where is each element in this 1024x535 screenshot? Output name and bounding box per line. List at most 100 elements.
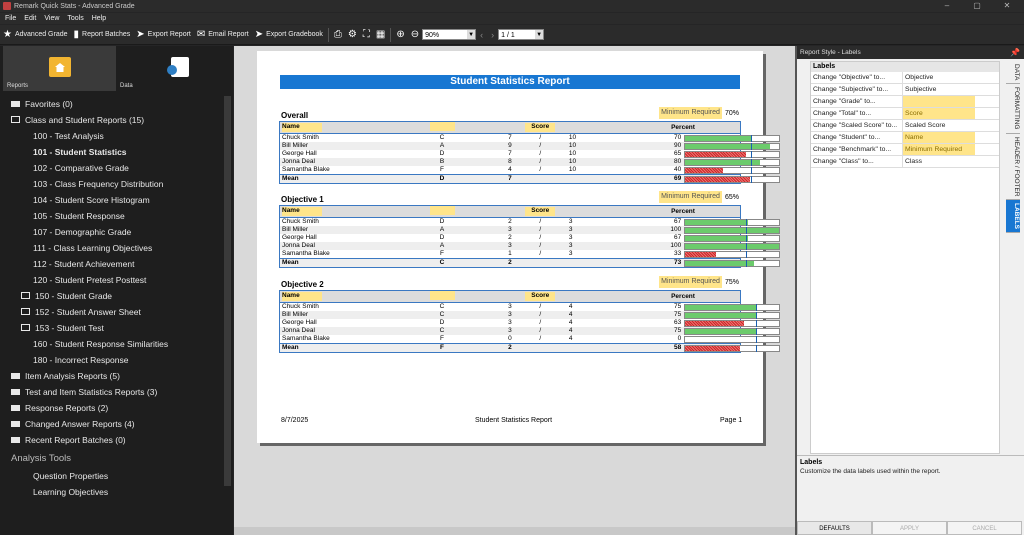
percent-bar-cell [683,319,781,327]
horizontal-scrollbar[interactable] [234,527,795,535]
label-value-field[interactable]: Subjective [905,86,937,93]
zoom-out-icon[interactable]: ⊖ [410,29,420,40]
panel-splitter[interactable] [795,46,797,535]
export-gradebook-button[interactable]: ➤ Export Gradebook [254,29,323,40]
tree-item[interactable]: Recent Report Batches (0) [3,432,223,448]
score-total: 4 [568,303,573,310]
minimum-required-label: Minimum Required [659,276,722,288]
tree-item[interactable]: Test and Item Statistics Reports (3) [3,384,223,400]
tree-item[interactable]: 120 - Student Pretest Posttest [3,272,223,288]
layout-grid-icon[interactable]: ▦ [375,29,386,40]
left-scrollbar[interactable] [224,96,231,486]
score-total [568,258,627,268]
previous-page-icon[interactable]: ‹ [480,29,484,40]
export-report-button[interactable]: ➤ Export Report [136,29,191,40]
left-panel: Reports Data Favorites (0) Class and Stud… [0,46,233,535]
tree-item[interactable]: 104 - Student Score Histogram [3,192,223,208]
label-value-field[interactable]: Scaled Score [905,122,946,129]
tree-item[interactable]: 180 - Incorrect Response [3,352,223,368]
label-value-field[interactable]: Class [905,158,922,165]
tab-labels[interactable]: LABELS [1006,200,1020,234]
tree-item[interactable]: 112 - Student Achievement [3,256,223,272]
tab-formatting[interactable]: FORMATTING [1006,84,1020,134]
grade-value: F [440,250,444,257]
table-row: Chuck Smith C 3 / 4 75 [280,303,781,312]
score-value: 2 [454,343,512,353]
percent-bar-cell [683,327,781,335]
student-name: Jonna Deal [279,327,430,335]
table-row: George Hall D 3 / 4 63 [280,319,781,327]
tree-item[interactable]: 107 - Demographic Grade [3,224,223,240]
report-section: Overall Minimum Required 70% Name Score Perce… [279,107,781,184]
table-row: Jonna Deal B 8/10 80 [279,158,781,166]
student-name: George Hall [282,319,317,326]
tree-item[interactable]: 152 - Student Answer Sheet [3,304,223,320]
page-select[interactable]: 1 / 1 ▼ [498,29,545,40]
tree-item[interactable]: Item Analysis Reports (5) [3,368,223,384]
tab-data[interactable]: DATA [1006,61,1020,85]
percent-bar-cell [683,174,781,184]
tree-item[interactable]: Class and Student Reports (15) [3,112,223,128]
defaults-button[interactable]: DEFAULTS [797,521,872,535]
reports-tab[interactable]: Reports [3,46,116,91]
zoom-in-icon[interactable]: ⊕ [396,29,405,40]
minimum-required-marker [755,335,757,343]
report-style-panel: Report Style - Labels 📌 Labels Change "Ob… [797,46,1024,535]
next-page-icon[interactable]: › [491,29,495,40]
student-name: Samantha Blake [282,166,330,173]
tree-item[interactable]: Changed Answer Reports (4) [3,416,223,432]
tree-item[interactable]: 153 - Student Test [3,320,223,336]
tree-item[interactable]: 102 - Comparative Grade [3,160,223,176]
tree-item[interactable]: 100 - Test Analysis [3,128,223,144]
score-value: 9 [454,142,512,150]
settings-gear-icon[interactable]: ⚙ [347,29,357,40]
data-tab[interactable]: Data [116,46,229,91]
tab-header-footer[interactable]: HEADER / FOOTER [1006,134,1020,201]
tree-item[interactable]: Learning Objectives [3,484,223,500]
label-value-field[interactable] [903,96,975,107]
tree-item-label: 111 - Class Learning Objectives [33,243,153,253]
label-key: Change "Student" to... [811,132,903,143]
email-report-button[interactable]: ✉ Email Report [196,29,249,40]
tree-item[interactable]: 103 - Class Frequency Distribution [3,176,223,192]
menu-tools[interactable]: Tools [67,15,84,22]
mean-row: Mean C 2 73 [279,258,781,268]
tree-item[interactable]: Question Properties [3,468,223,484]
maximize-button[interactable]: ▢ [973,1,981,10]
score-separator: / [539,166,542,173]
percent-bar-fill [685,151,747,157]
menu-help[interactable]: Help [91,15,107,22]
label-value-field[interactable]: Objective [905,74,934,81]
tree-item[interactable]: 111 - Class Learning Objectives [3,240,223,256]
tree-item[interactable]: 101 - Student Statistics [3,144,223,160]
zoom-select[interactable]: 90% ▼ [422,29,477,40]
fullscreen-icon[interactable]: ⛶ [362,29,370,40]
tree-item[interactable]: 105 - Student Response [3,208,223,224]
pin-icon[interactable]: 📌 [1010,48,1020,57]
tree-item-label: 150 - Student Grade [35,291,113,301]
label-value-field[interactable]: Minimum Required [903,144,975,155]
tree-item[interactable]: 150 - Student Grade [3,288,223,304]
cancel-button[interactable]: CANCEL [947,521,1022,535]
minimize-button[interactable]: – [944,1,950,10]
percent-bar [684,319,781,327]
menu-view[interactable]: View [44,15,60,22]
tree-item[interactable]: 160 - Student Response Similarities [3,336,223,352]
percent-value: 75 [626,311,684,319]
advanced-grade-button[interactable]: ★ Advanced Grade [3,29,68,40]
apply-button[interactable]: APPLY [872,521,947,535]
score-value: 3 [508,303,512,310]
labels-grid: Labels Change "Objective" to... Objective… [810,61,1000,454]
menu-file[interactable]: File [5,15,17,22]
score-value: 0 [508,335,512,342]
percent-bar [684,166,781,174]
close-button[interactable]: ✕ [1003,1,1011,10]
percent-value: 90 [626,142,684,150]
label-value-field[interactable]: Score [903,108,975,119]
tree-item[interactable]: Favorites (0) [3,96,223,112]
label-value-field[interactable]: Name [903,132,975,143]
tree-item[interactable]: Response Reports (2) [3,400,223,416]
menu-edit[interactable]: Edit [24,15,37,22]
print-icon[interactable]: ⎙ [333,29,342,40]
report-batches-button[interactable]: ▮ Report Batches [73,29,131,40]
